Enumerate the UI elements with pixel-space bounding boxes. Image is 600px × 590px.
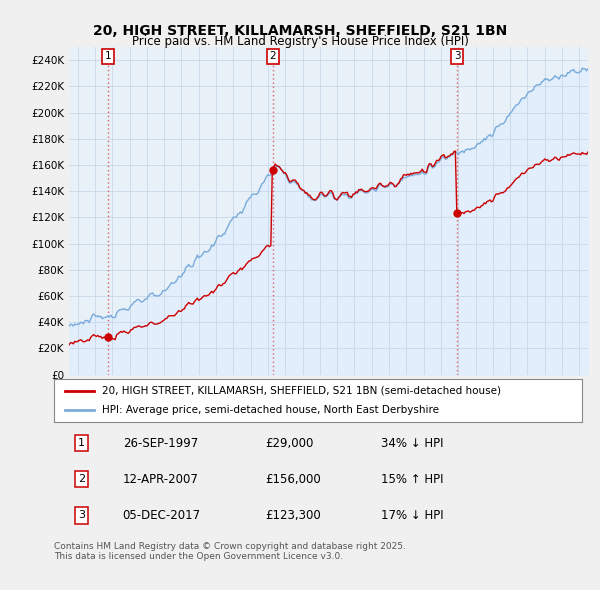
Text: 3: 3	[454, 51, 460, 61]
Text: 34% ↓ HPI: 34% ↓ HPI	[382, 437, 444, 450]
Text: 17% ↓ HPI: 17% ↓ HPI	[382, 509, 444, 522]
Text: 15% ↑ HPI: 15% ↑ HPI	[382, 473, 444, 486]
Text: 1: 1	[78, 438, 85, 448]
Text: 3: 3	[78, 510, 85, 520]
Text: Contains HM Land Registry data © Crown copyright and database right 2025.
This d: Contains HM Land Registry data © Crown c…	[54, 542, 406, 561]
Text: HPI: Average price, semi-detached house, North East Derbyshire: HPI: Average price, semi-detached house,…	[101, 405, 439, 415]
Text: 2: 2	[78, 474, 85, 484]
Text: 20, HIGH STREET, KILLAMARSH, SHEFFIELD, S21 1BN (semi-detached house): 20, HIGH STREET, KILLAMARSH, SHEFFIELD, …	[101, 386, 500, 396]
Text: 20, HIGH STREET, KILLAMARSH, SHEFFIELD, S21 1BN: 20, HIGH STREET, KILLAMARSH, SHEFFIELD, …	[93, 24, 507, 38]
Text: £123,300: £123,300	[265, 509, 321, 522]
Text: £156,000: £156,000	[265, 473, 321, 486]
Text: 05-DEC-2017: 05-DEC-2017	[122, 509, 201, 522]
Text: £29,000: £29,000	[265, 437, 314, 450]
Text: 2: 2	[269, 51, 276, 61]
Text: 26-SEP-1997: 26-SEP-1997	[122, 437, 198, 450]
Text: Price paid vs. HM Land Registry's House Price Index (HPI): Price paid vs. HM Land Registry's House …	[131, 35, 469, 48]
Text: 1: 1	[104, 51, 111, 61]
Text: 12-APR-2007: 12-APR-2007	[122, 473, 199, 486]
